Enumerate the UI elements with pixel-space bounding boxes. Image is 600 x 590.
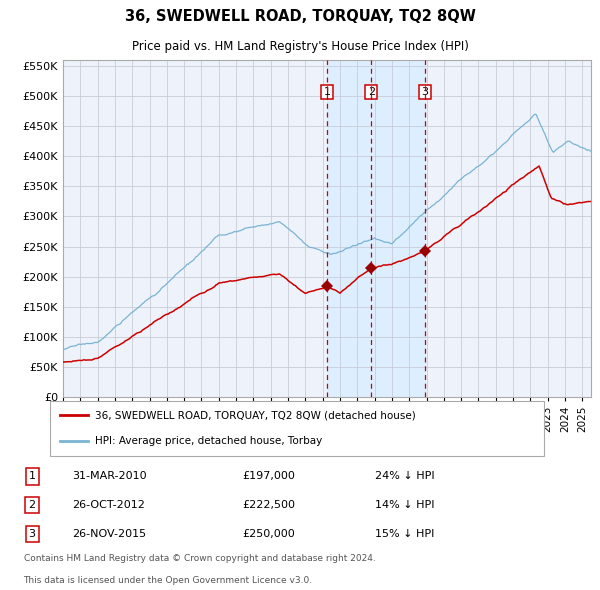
Bar xyxy=(327,60,425,397)
Text: 2: 2 xyxy=(368,87,375,97)
Text: HPI: Average price, detached house, Torbay: HPI: Average price, detached house, Torb… xyxy=(95,437,323,447)
Text: Price paid vs. HM Land Registry's House Price Index (HPI): Price paid vs. HM Land Registry's House … xyxy=(131,40,469,53)
Text: 36, SWEDWELL ROAD, TORQUAY, TQ2 8QW (detached house): 36, SWEDWELL ROAD, TORQUAY, TQ2 8QW (det… xyxy=(95,410,416,420)
Text: 3: 3 xyxy=(421,87,428,97)
Text: £222,500: £222,500 xyxy=(242,500,295,510)
Text: 2: 2 xyxy=(29,500,36,510)
Text: 26-NOV-2015: 26-NOV-2015 xyxy=(73,529,146,539)
Text: 1: 1 xyxy=(323,87,331,97)
Text: 3: 3 xyxy=(29,529,35,539)
Text: £197,000: £197,000 xyxy=(242,471,295,481)
Text: 26-OCT-2012: 26-OCT-2012 xyxy=(73,500,145,510)
Text: 15% ↓ HPI: 15% ↓ HPI xyxy=(375,529,434,539)
Text: £250,000: £250,000 xyxy=(242,529,295,539)
Text: 36, SWEDWELL ROAD, TORQUAY, TQ2 8QW: 36, SWEDWELL ROAD, TORQUAY, TQ2 8QW xyxy=(125,9,475,24)
Text: 1: 1 xyxy=(29,471,35,481)
Text: 31-MAR-2010: 31-MAR-2010 xyxy=(73,471,147,481)
FancyBboxPatch shape xyxy=(50,401,544,456)
Text: Contains HM Land Registry data © Crown copyright and database right 2024.: Contains HM Land Registry data © Crown c… xyxy=(23,554,375,563)
Text: 14% ↓ HPI: 14% ↓ HPI xyxy=(375,500,434,510)
Text: This data is licensed under the Open Government Licence v3.0.: This data is licensed under the Open Gov… xyxy=(23,576,313,585)
Text: 24% ↓ HPI: 24% ↓ HPI xyxy=(375,471,434,481)
